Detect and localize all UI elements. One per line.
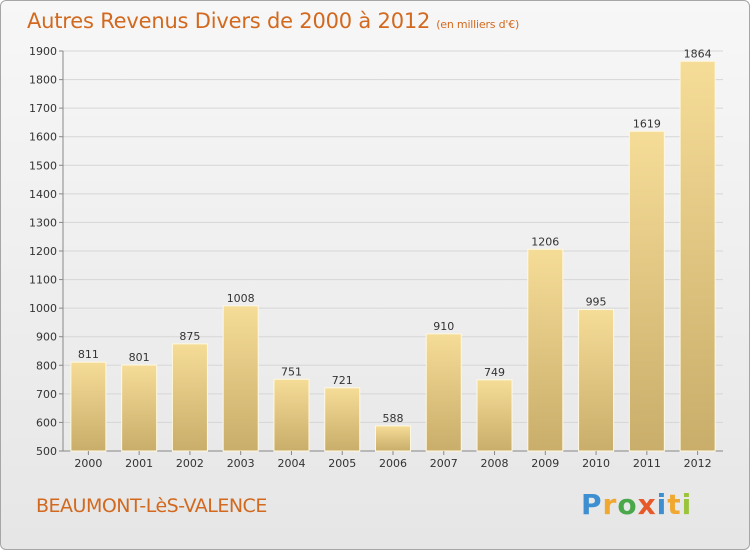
logo-letter: o — [617, 488, 638, 521]
y-tick-label: 1000 — [29, 302, 57, 315]
bar — [527, 248, 564, 452]
bar — [679, 60, 716, 452]
data-label: 910 — [433, 320, 454, 333]
x-tick-label: 2011 — [633, 457, 661, 470]
data-label: 811 — [78, 348, 99, 361]
y-tick-label: 900 — [36, 331, 57, 344]
logo-letter: i — [681, 488, 693, 521]
x-tick-label: 2012 — [684, 457, 712, 470]
x-tick-label: 2010 — [582, 457, 610, 470]
data-label: 801 — [129, 351, 150, 364]
bar — [70, 361, 107, 452]
x-tick-label: 2005 — [328, 457, 356, 470]
x-tick-label: 2009 — [531, 457, 559, 470]
data-label: 1864 — [684, 47, 712, 60]
logo-letter: i — [656, 488, 668, 521]
data-label: 749 — [484, 366, 505, 379]
y-tick-label: 1900 — [29, 45, 57, 58]
bar — [578, 309, 615, 452]
bar — [425, 333, 462, 452]
data-label: 1008 — [227, 292, 255, 305]
y-tick-label: 700 — [36, 388, 57, 401]
x-tick-label: 2004 — [277, 457, 305, 470]
y-tick-label: 1100 — [29, 274, 57, 287]
town-name: BEAUMONT-LèS-VALENCE — [36, 495, 267, 517]
x-tick-label: 2003 — [227, 457, 255, 470]
bar — [324, 387, 361, 452]
logo-letter: t — [667, 488, 682, 521]
logo-letter: P — [581, 488, 603, 521]
x-tick-label: 2006 — [379, 457, 407, 470]
x-tick-label: 2002 — [176, 457, 204, 470]
x-tick-label: 2008 — [481, 457, 509, 470]
proxiti-logo: Proxiti — [581, 488, 692, 521]
x-tick-label: 2007 — [430, 457, 458, 470]
bar — [222, 305, 259, 452]
x-tick-label: 2000 — [74, 457, 102, 470]
y-tick-label: 800 — [36, 359, 57, 372]
y-tick-label: 600 — [36, 416, 57, 429]
bar — [628, 130, 665, 452]
data-label: 995 — [586, 296, 607, 309]
bar — [375, 425, 411, 452]
data-label: 721 — [332, 374, 353, 387]
data-label: 875 — [179, 330, 200, 343]
y-tick-label: 1800 — [29, 74, 57, 87]
chart-title-text: Autres Revenus Divers de 2000 à 2012 — [27, 9, 431, 33]
logo-letter: r — [602, 488, 618, 521]
y-tick-label: 1200 — [29, 245, 57, 258]
y-tick-label: 1400 — [29, 188, 57, 201]
data-label: 588 — [383, 412, 404, 425]
y-tick-label: 1700 — [29, 102, 57, 115]
bar — [273, 378, 310, 452]
y-tick-label: 1600 — [29, 131, 57, 144]
logo-letter: x — [637, 488, 657, 521]
y-tick-label: 1300 — [29, 216, 57, 229]
x-tick-label: 2001 — [125, 457, 153, 470]
y-tick-label: 1500 — [29, 159, 57, 172]
bar — [476, 379, 513, 452]
bar — [171, 343, 208, 452]
chart-title: Autres Revenus Divers de 2000 à 2012 (en … — [27, 9, 519, 33]
chart-subtitle: (en milliers d'€) — [436, 18, 520, 31]
data-label: 1206 — [531, 235, 559, 248]
data-label: 751 — [281, 365, 302, 378]
data-label: 1619 — [633, 117, 661, 130]
bar — [121, 364, 158, 452]
y-tick-label: 500 — [36, 445, 57, 458]
